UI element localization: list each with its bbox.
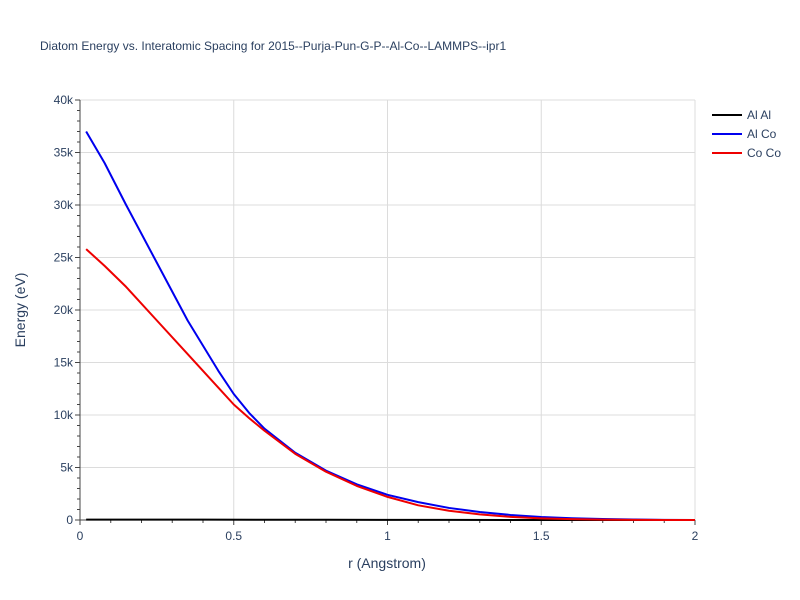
y-tick-label: 20k: [54, 303, 74, 317]
y-axis-title: Energy (eV): [12, 273, 28, 348]
legend-item-co-co[interactable]: Co Co: [712, 146, 781, 160]
legend[interactable]: Al Al Al Co Co Co: [712, 108, 781, 160]
series-layer: [85, 130, 696, 521]
legend-label: Al Co: [747, 127, 777, 141]
y-tick-label: 10k: [54, 408, 74, 422]
legend-label: Co Co: [747, 146, 781, 160]
y-tick-label: 25k: [54, 251, 74, 265]
y-tick-label: 0: [66, 513, 73, 527]
legend-item-al-al[interactable]: Al Al: [712, 108, 771, 122]
chart-title: Diatom Energy vs. Interatomic Spacing fo…: [40, 39, 506, 53]
legend-item-al-co[interactable]: Al Co: [712, 127, 777, 141]
grid-layer: [80, 99, 696, 520]
legend-label: Al Al: [747, 108, 771, 122]
y-tick-label: 30k: [54, 198, 74, 212]
y-tick-label: 35k: [54, 146, 74, 160]
y-tick-label: 5k: [60, 461, 74, 475]
x-tick-label: 1: [384, 529, 391, 543]
x-tick-label: 0: [77, 529, 84, 543]
x-axis-title: r (Angstrom): [348, 555, 426, 571]
series-line-co-co: [85, 248, 696, 521]
x-tick-label: 0.5: [225, 529, 242, 543]
y-tick-label: 40k: [54, 93, 74, 107]
x-tick-label: 1.5: [533, 529, 550, 543]
y-tick-label: 15k: [54, 356, 74, 370]
x-tick-label: 2: [692, 529, 699, 543]
